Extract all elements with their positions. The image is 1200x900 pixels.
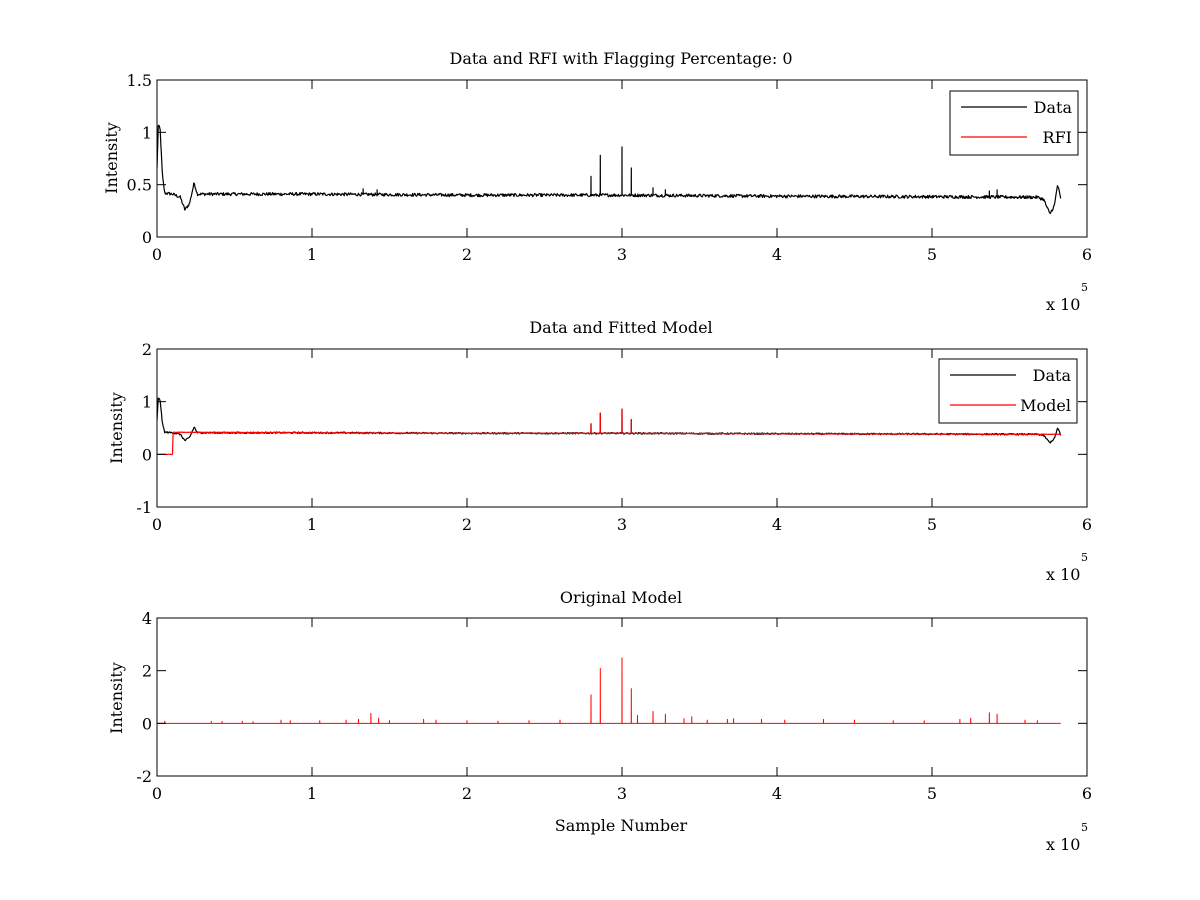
- y-tick-label: 2: [142, 662, 152, 681]
- axes-1: 0 1 2 3 4 5 6 0 0.5 1 1.5 Data RFI: [127, 71, 1093, 264]
- x-tick-label: 6: [1082, 245, 1092, 264]
- series-group-1: [157, 124, 1062, 215]
- x-tick-label: 2: [462, 784, 472, 803]
- legend-label-data: Data: [1034, 98, 1073, 117]
- x-tick-label: 4: [772, 245, 782, 264]
- subplot-2: Data and Fitted Model Intensity x 10 5: [107, 318, 1088, 584]
- y-tick-label: 1.5: [127, 71, 152, 90]
- x-tick-label: 3: [617, 515, 627, 534]
- y-tick-label: -1: [136, 498, 152, 517]
- x-multiplier-base-2: x 10: [1046, 565, 1080, 584]
- x-tick-label: 3: [617, 245, 627, 264]
- legend-label-rfi: RFI: [1043, 128, 1072, 147]
- legend-label-model: Model: [1020, 396, 1071, 415]
- y-tick-label: 1: [142, 123, 152, 142]
- y-tick-label: 0: [142, 445, 152, 464]
- x-multiplier-exponent-1: 5: [1081, 281, 1088, 294]
- series-line-model-3: [157, 657, 1061, 724]
- y-tick-label: 0.5: [127, 176, 152, 195]
- x-tick-label: 4: [772, 515, 782, 534]
- subplot-1: Data and RFI with Flagging Percentage: 0…: [102, 49, 1088, 314]
- subplot-3: Original Model Intensity Sample Number x…: [107, 588, 1088, 854]
- x-tick-label: 0: [152, 515, 162, 534]
- y-tick-label: 4: [142, 609, 152, 628]
- x-multiplier-exponent-3: 5: [1081, 821, 1088, 834]
- x-tick-label: 5: [927, 245, 937, 264]
- x-axis-label-3: Sample Number: [555, 816, 688, 835]
- x-multiplier-base-3: x 10: [1046, 835, 1080, 854]
- legend-label-data: Data: [1033, 366, 1072, 385]
- x-tick-label: 6: [1082, 515, 1092, 534]
- x-tick-label: 0: [152, 784, 162, 803]
- y-tick-label: 0: [142, 228, 152, 247]
- series-group-3: [157, 657, 1061, 724]
- x-multiplier-exponent-2: 5: [1081, 551, 1088, 564]
- x-tick-label: 5: [927, 515, 937, 534]
- x-tick-label: 0: [152, 245, 162, 264]
- y-axis-label-2: Intensity: [107, 392, 126, 464]
- y-tick-label: -2: [136, 767, 152, 786]
- legend-box: [938, 358, 1078, 424]
- chart-title-2: Data and Fitted Model: [529, 318, 712, 337]
- legend-1: Data RFI: [949, 90, 1079, 156]
- series-line-model-2: [157, 408, 1061, 456]
- x-tick-label: 5: [927, 784, 937, 803]
- legend-box: [949, 90, 1079, 156]
- legend-2: Data Model: [938, 358, 1078, 424]
- x-tick-label: 3: [617, 784, 627, 803]
- x-tick-label: 1: [307, 245, 317, 264]
- series-group-2: [157, 397, 1062, 456]
- x-tick-label: 1: [307, 515, 317, 534]
- x-tick-label: 6: [1082, 784, 1092, 803]
- y-axis-label-3: Intensity: [107, 662, 126, 734]
- y-tick-label: 0: [142, 714, 152, 733]
- x-tick-label: 2: [462, 515, 472, 534]
- chart-title-3: Original Model: [560, 588, 682, 607]
- x-multiplier-base-1: x 10: [1046, 295, 1080, 314]
- y-axis-label-1: Intensity: [102, 122, 121, 194]
- y-tick-label: 2: [142, 340, 152, 359]
- x-tick-label: 1: [307, 784, 317, 803]
- series-line-data-1: [157, 124, 1062, 215]
- x-tick-label: 2: [462, 245, 472, 264]
- x-tick-label: 4: [772, 784, 782, 803]
- chart-title-1: Data and RFI with Flagging Percentage: 0: [449, 49, 792, 68]
- y-tick-label: 1: [142, 393, 152, 412]
